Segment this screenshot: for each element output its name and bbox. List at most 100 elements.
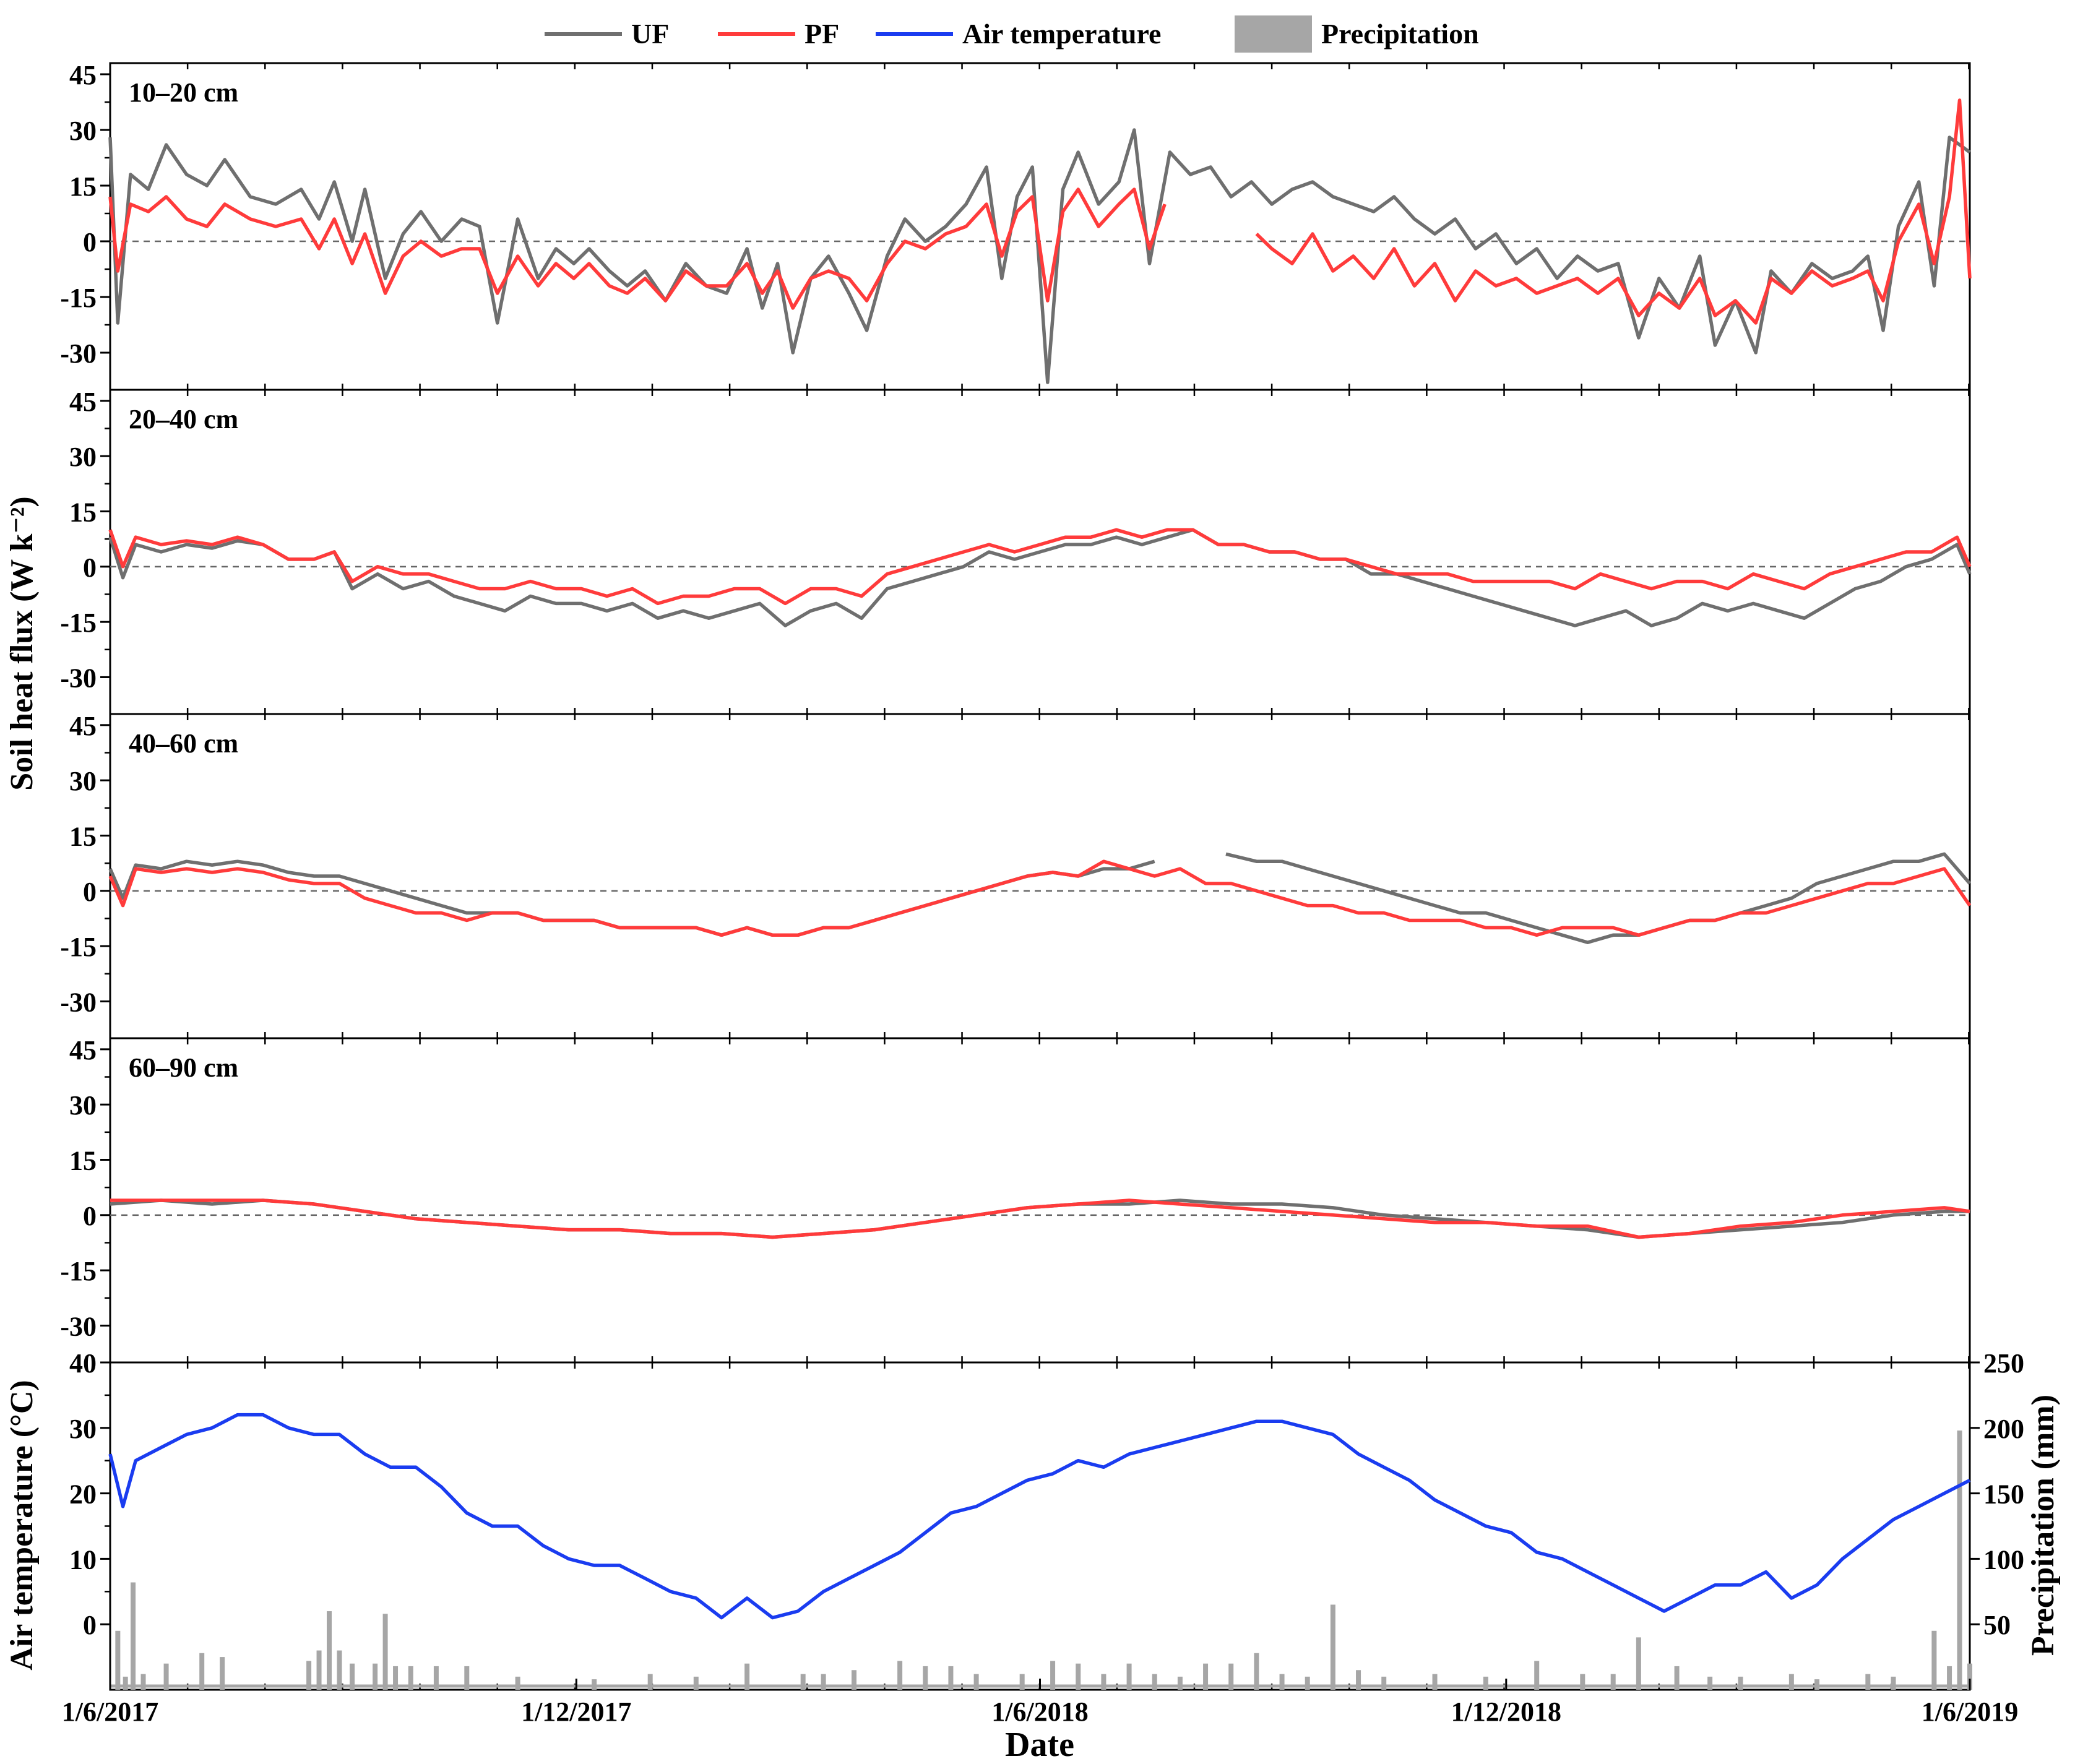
x-tick-label: 1/6/2017 <box>62 1697 158 1727</box>
series-line-pf <box>108 528 1972 606</box>
precipitation-bar <box>1050 1661 1056 1690</box>
x-tick-label: 1/6/2019 <box>1922 1697 2018 1727</box>
series-line-pf <box>108 98 1972 325</box>
precipitation-bar <box>1788 1674 1794 1690</box>
y-tick-label: -30 <box>60 1311 97 1341</box>
y2-tick-label: 50 <box>1983 1610 2011 1640</box>
precipitation-bar <box>408 1666 413 1690</box>
legend-swatch-precipitation <box>1235 15 1312 53</box>
precipitation-bar <box>1203 1663 1209 1690</box>
panel-1: 45 30 15 0 -15 -30 10–20 cm <box>60 60 1972 391</box>
y-tick-label: 15 <box>69 1146 97 1176</box>
y-tick-label: 30 <box>69 1090 97 1121</box>
panel-4: 45 30 15 0 -15 -30 60–90 cm <box>60 1035 1971 1364</box>
y-tick-label: 20 <box>69 1479 97 1510</box>
precipitation-bar <box>1076 1663 1081 1690</box>
panel-frame <box>109 713 1971 1039</box>
precipitation-bar <box>1931 1630 1937 1690</box>
precipitation-bar <box>973 1674 979 1690</box>
soil-heat-flux-axis-label: Soil heat flux (W k⁻²) <box>4 496 40 790</box>
series-line-pf <box>110 1198 1970 1239</box>
y-tick-label: 15 <box>69 171 97 202</box>
precipitation-bar <box>220 1657 225 1690</box>
y-tick-label: 0 <box>83 227 97 257</box>
precipitation-bar <box>115 1630 121 1690</box>
y2-tick-label: 150 <box>1983 1479 2024 1510</box>
y-tick-label: 40 <box>69 1348 97 1379</box>
precipitation-bar <box>515 1676 520 1690</box>
precipitation-bar <box>1534 1661 1540 1690</box>
legend-label-3: Precipitation <box>1321 18 1479 49</box>
precipitation-bar <box>852 1670 856 1690</box>
y-tick-label: 30 <box>69 1414 97 1444</box>
precipitation-bar <box>948 1666 954 1690</box>
panel-depth-label: 40–60 cm <box>129 728 238 759</box>
y2-tick-label: 250 <box>1983 1348 2024 1379</box>
x-tick-label: 1/12/2017 <box>521 1697 631 1727</box>
panel-frame <box>109 1037 1971 1364</box>
precipitation-bar <box>1152 1674 1157 1690</box>
precipitation-bar <box>1432 1674 1438 1690</box>
x-tick-label: 1/6/2018 <box>991 1697 1088 1727</box>
y-tick-label: 15 <box>69 497 97 528</box>
precipitation-bar <box>1254 1653 1259 1690</box>
air-temperature-axis-label: Air temperature (°C) <box>4 1380 40 1670</box>
y-tick-label: -15 <box>60 608 97 638</box>
y-tick-label: -30 <box>60 663 97 693</box>
precipitation-bar <box>327 1611 332 1690</box>
precipitation-bar <box>393 1666 399 1690</box>
legend: UF PF Air temperature Precipitation <box>545 15 1479 53</box>
precipitation-bar <box>1483 1676 1488 1690</box>
legend-label-1: PF <box>805 18 839 49</box>
precipitation-bar <box>693 1676 699 1690</box>
precipitation-bar <box>1947 1666 1952 1690</box>
precipitation-bar <box>1279 1674 1285 1690</box>
precipitation-bar <box>1101 1674 1107 1690</box>
y-tick-label: 45 <box>69 1035 97 1065</box>
precipitation-bar <box>1610 1674 1616 1690</box>
y-tick-label: 45 <box>69 387 97 417</box>
precipitation-bar <box>1674 1666 1680 1690</box>
precipitation-bar <box>744 1663 750 1690</box>
precipitation-bar <box>923 1666 928 1690</box>
precipitation-bar <box>1381 1676 1387 1690</box>
precipitation-bar <box>140 1674 146 1690</box>
precipitation-bar <box>163 1663 169 1690</box>
y-tick-label: 0 <box>83 877 97 907</box>
panel-frame <box>109 62 1971 391</box>
panel-depth-label: 20–40 cm <box>129 404 238 434</box>
precipitation-bar <box>1891 1676 1896 1690</box>
y-tick-label: 30 <box>69 116 97 146</box>
precipitation-bar <box>800 1674 806 1690</box>
precipitation-bar <box>123 1676 128 1690</box>
y-tick-label: -15 <box>60 1256 97 1286</box>
precipitation-bar <box>1967 1663 1972 1690</box>
series-line-pf <box>108 859 1972 937</box>
precipitation-bar <box>1126 1663 1132 1690</box>
panel-3: 45 30 15 0 -15 -30 40–60 cm <box>60 711 1972 1039</box>
panel-depth-label: 60–90 cm <box>129 1052 238 1083</box>
precipitation-bar <box>316 1650 322 1690</box>
precipitation-bar <box>1865 1674 1871 1690</box>
precipitation-bar <box>821 1674 826 1690</box>
y-tick-label: 45 <box>69 711 97 741</box>
series-line-uf <box>108 528 1972 627</box>
precipitation-bar <box>306 1661 312 1690</box>
precipitation-bar <box>1305 1676 1310 1690</box>
series-line-air-temperature <box>108 1413 1971 1620</box>
precipitation-bar <box>592 1679 597 1690</box>
series-line-uf <box>108 852 1972 944</box>
date-axis-label: Date <box>1005 1726 1074 1764</box>
precipitation-bar <box>1738 1676 1743 1690</box>
y2-tick-label: 200 <box>1983 1414 2024 1444</box>
y-tick-label: 0 <box>83 1201 97 1231</box>
x-tick-label: 1/12/2018 <box>1451 1697 1561 1727</box>
y-tick-label: -15 <box>60 932 97 962</box>
series-line-uf <box>108 128 1971 384</box>
precipitation-bar <box>1957 1431 1962 1690</box>
precipitation-bar <box>1228 1663 1234 1690</box>
y-tick-label: 10 <box>69 1544 97 1575</box>
precipitation-bar <box>647 1674 653 1690</box>
